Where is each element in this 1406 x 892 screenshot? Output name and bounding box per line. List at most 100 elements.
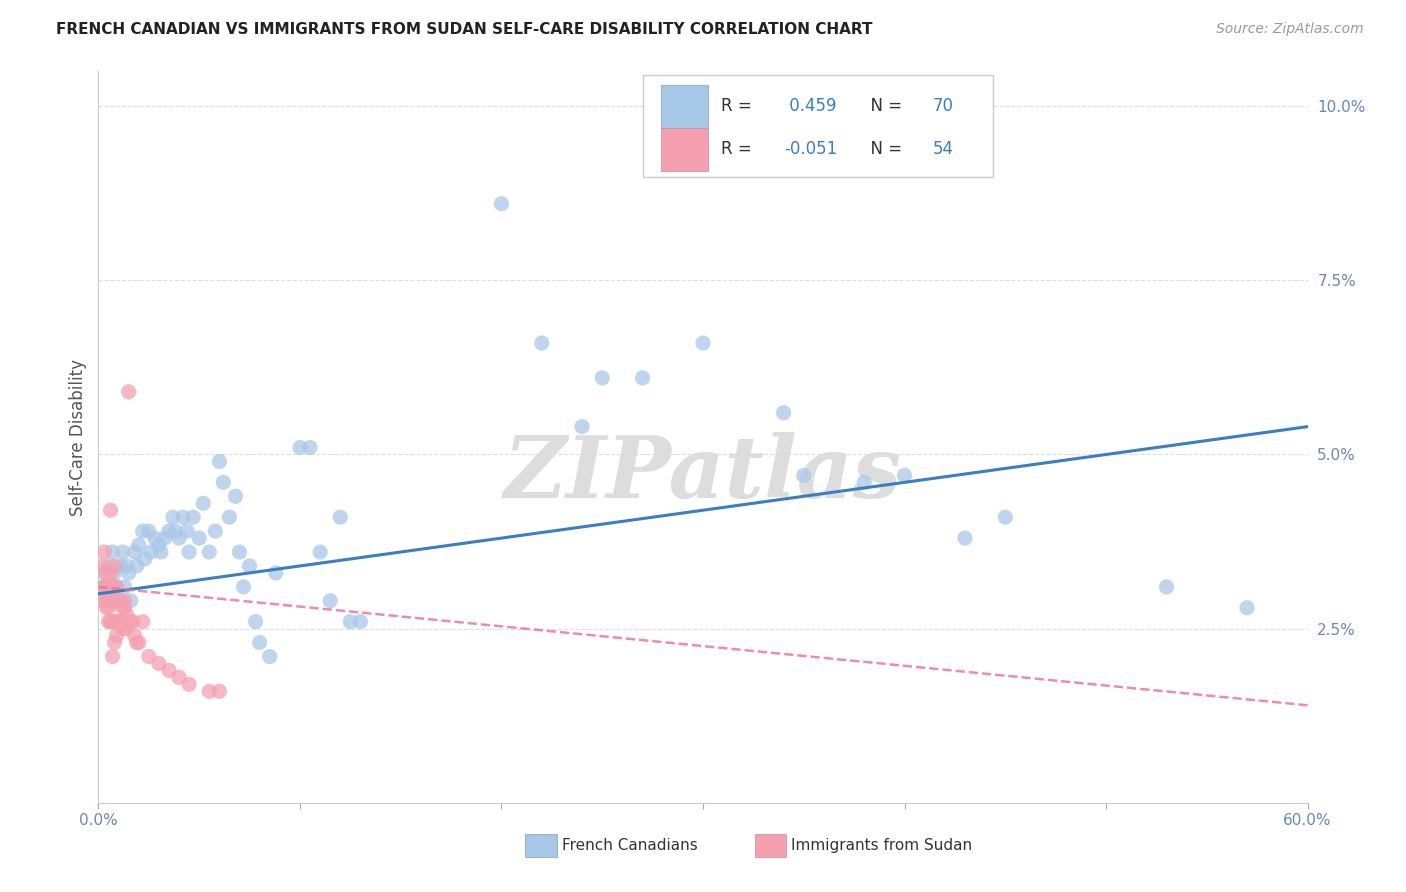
Text: FRENCH CANADIAN VS IMMIGRANTS FROM SUDAN SELF-CARE DISABILITY CORRELATION CHART: FRENCH CANADIAN VS IMMIGRANTS FROM SUDAN…	[56, 22, 873, 37]
Point	[139, 545, 162, 559]
Text: ZIPatlas: ZIPatlas	[503, 432, 903, 516]
Point	[853, 475, 876, 490]
Point	[97, 594, 120, 608]
Point	[93, 545, 115, 559]
Point	[97, 580, 120, 594]
Point	[114, 594, 136, 608]
Point	[110, 615, 132, 629]
Point	[138, 524, 160, 538]
Point	[319, 594, 342, 608]
FancyBboxPatch shape	[661, 128, 707, 171]
Point	[953, 531, 976, 545]
Point	[224, 489, 246, 503]
Point	[198, 545, 221, 559]
Point	[105, 580, 128, 594]
Point	[111, 545, 134, 559]
Point	[143, 531, 166, 545]
Text: French Canadians: French Canadians	[561, 838, 697, 853]
Point	[101, 615, 124, 629]
Point	[692, 336, 714, 351]
Point	[212, 475, 235, 490]
Point	[115, 558, 138, 573]
Point	[115, 622, 138, 636]
Point	[530, 336, 553, 351]
Point	[105, 580, 128, 594]
Point	[148, 538, 170, 552]
Point	[103, 635, 125, 649]
Point	[134, 552, 156, 566]
FancyBboxPatch shape	[643, 75, 993, 178]
Point	[1236, 600, 1258, 615]
Point	[893, 468, 915, 483]
Point	[339, 615, 361, 629]
Point	[181, 510, 204, 524]
Point	[105, 615, 128, 629]
Point	[571, 419, 593, 434]
Point	[111, 600, 134, 615]
Point	[288, 441, 311, 455]
Point	[232, 580, 254, 594]
Point	[132, 615, 155, 629]
Point	[245, 615, 267, 629]
Point	[121, 615, 143, 629]
Point	[96, 600, 118, 615]
Point	[97, 600, 120, 615]
Text: 0.459: 0.459	[785, 97, 837, 115]
Point	[93, 580, 115, 594]
Point	[793, 468, 815, 483]
Point	[105, 629, 128, 643]
Point	[101, 649, 124, 664]
FancyBboxPatch shape	[526, 833, 557, 857]
Point	[259, 649, 281, 664]
Point	[163, 524, 186, 538]
Point	[114, 580, 136, 594]
Point	[103, 594, 125, 608]
Point	[349, 615, 371, 629]
Point	[128, 538, 150, 552]
Point	[111, 622, 134, 636]
Point	[228, 545, 250, 559]
Point	[100, 580, 122, 594]
Point	[100, 566, 122, 580]
Point	[772, 406, 794, 420]
Point	[591, 371, 613, 385]
Point	[97, 558, 120, 573]
Point	[218, 510, 240, 524]
Point	[93, 580, 115, 594]
Point	[208, 454, 231, 468]
Point	[491, 196, 513, 211]
Point	[138, 649, 160, 664]
Text: Source: ZipAtlas.com: Source: ZipAtlas.com	[1216, 22, 1364, 37]
Point	[103, 558, 125, 573]
Point	[107, 594, 129, 608]
Point	[96, 587, 118, 601]
Point	[157, 664, 180, 678]
Point	[162, 510, 184, 524]
Point	[100, 580, 122, 594]
Point	[115, 607, 138, 622]
FancyBboxPatch shape	[661, 85, 707, 128]
Point	[124, 545, 146, 559]
Point	[264, 566, 287, 580]
Point	[128, 635, 150, 649]
Point	[96, 580, 118, 594]
Point	[172, 510, 194, 524]
Point	[103, 615, 125, 629]
Point	[105, 594, 128, 608]
Point	[96, 566, 118, 580]
Point	[167, 531, 190, 545]
Y-axis label: Self-Care Disability: Self-Care Disability	[69, 359, 87, 516]
Point	[96, 594, 118, 608]
Point	[107, 594, 129, 608]
Text: -0.051: -0.051	[785, 140, 837, 158]
Text: N =: N =	[860, 97, 907, 115]
Point	[157, 524, 180, 538]
Point	[188, 531, 211, 545]
Point	[148, 657, 170, 671]
Point	[249, 635, 271, 649]
Text: 70: 70	[932, 97, 953, 115]
Point	[91, 558, 114, 573]
Text: Immigrants from Sudan: Immigrants from Sudan	[792, 838, 973, 853]
Point	[91, 594, 114, 608]
Point	[114, 600, 136, 615]
